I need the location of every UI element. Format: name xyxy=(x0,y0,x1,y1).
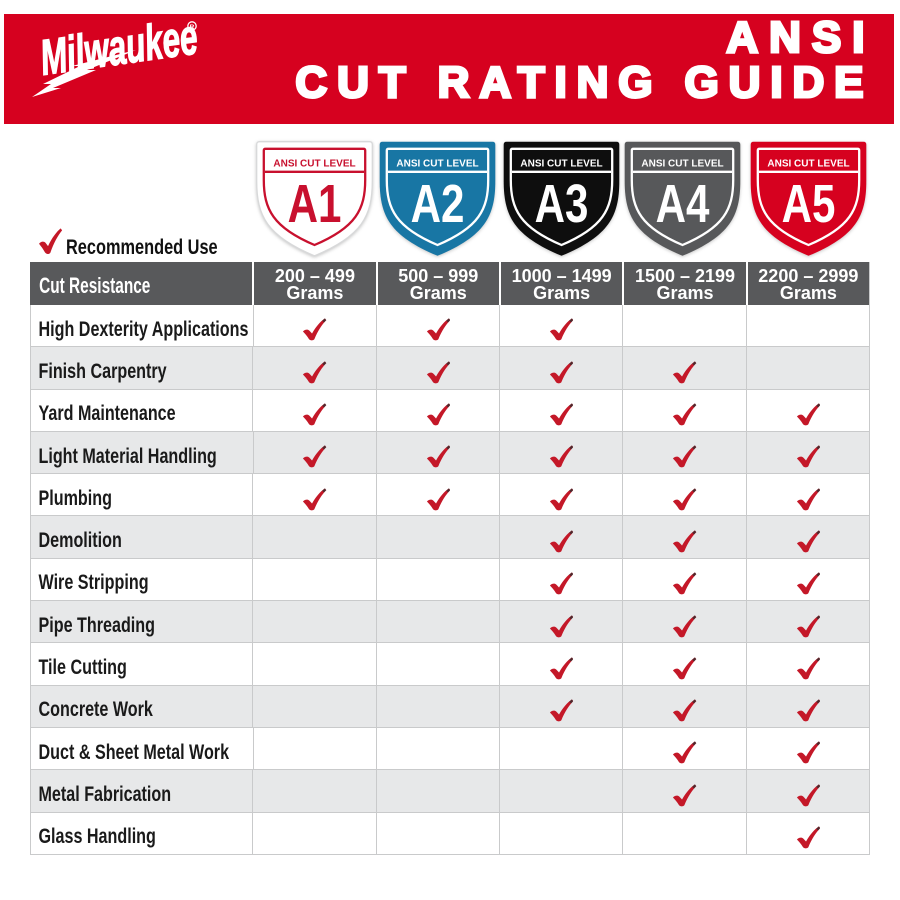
svg-text:ANSI CUT LEVEL: ANSI CUT LEVEL xyxy=(767,158,849,169)
svg-text:ANSI CUT LEVEL: ANSI CUT LEVEL xyxy=(273,158,355,169)
svg-text:ANSI CUT LEVEL: ANSI CUT LEVEL xyxy=(520,158,602,169)
svg-text:A1: A1 xyxy=(287,174,341,234)
svg-text:A4: A4 xyxy=(656,174,710,234)
svg-text:ANSI CUT LEVEL: ANSI CUT LEVEL xyxy=(641,158,723,169)
svg-text:ANSI CUT LEVEL: ANSI CUT LEVEL xyxy=(396,158,478,169)
svg-text:A3: A3 xyxy=(534,174,588,234)
svg-text:A2: A2 xyxy=(411,174,465,234)
svg-text:A5: A5 xyxy=(781,174,835,234)
svg-text:R: R xyxy=(190,24,195,31)
